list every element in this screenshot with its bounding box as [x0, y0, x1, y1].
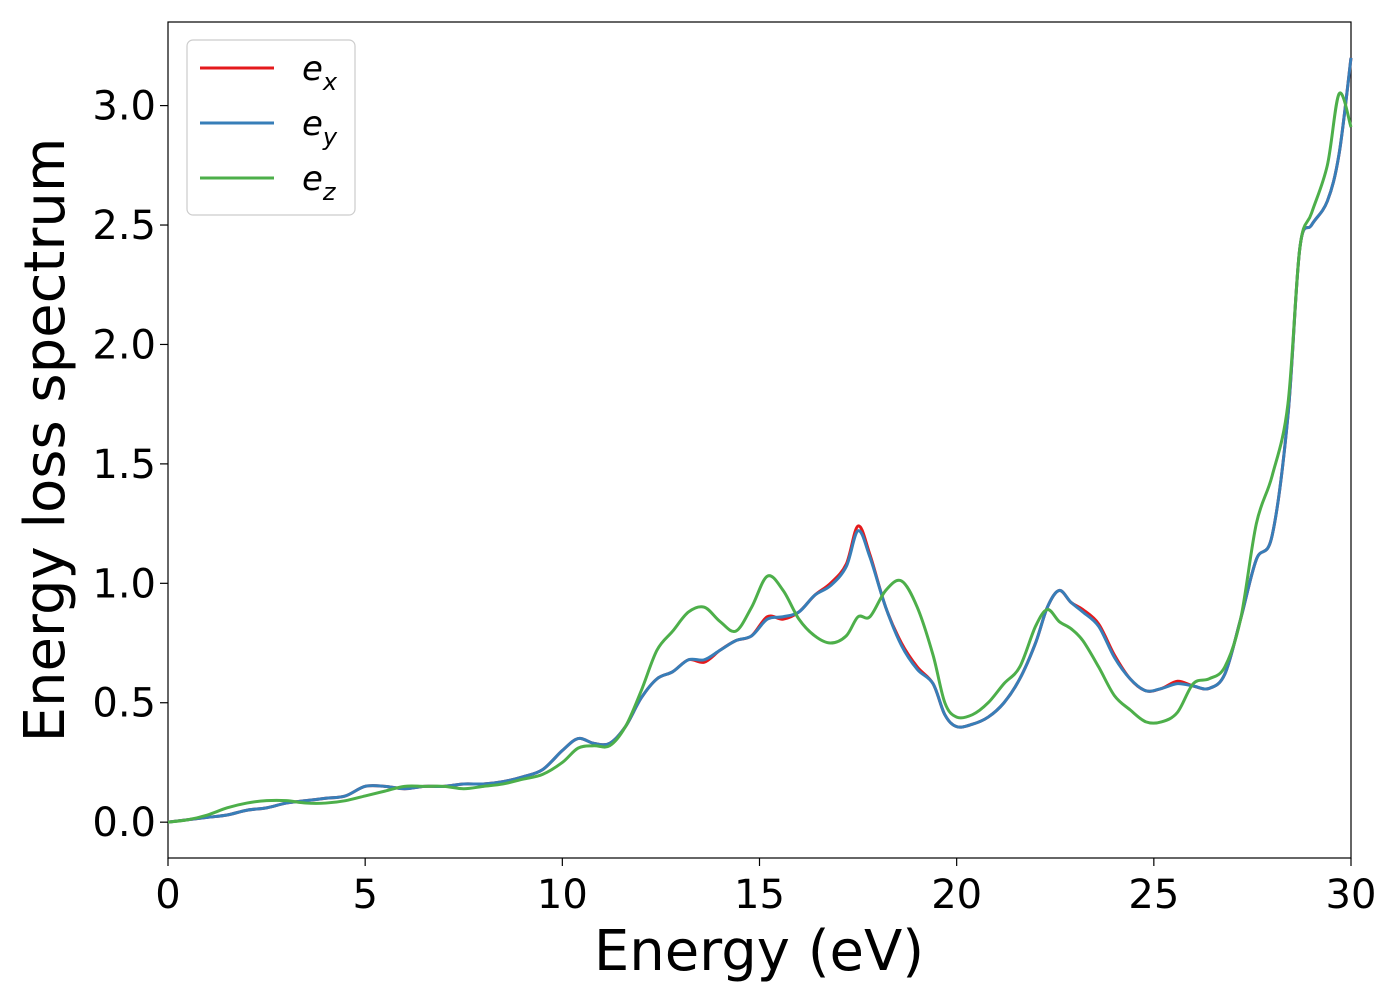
- legend-label-ez: ez: [302, 159, 337, 206]
- y-tick-label: 0.0: [92, 800, 156, 846]
- x-tick-label: 10: [537, 872, 588, 918]
- y-tick-label: 2.0: [92, 322, 156, 368]
- x-tick-label: 30: [1326, 872, 1377, 918]
- x-tick-label: 25: [1128, 872, 1179, 918]
- legend-box: [186, 39, 356, 216]
- x-tick-label: 5: [352, 872, 377, 918]
- series-layer: [167, 57, 1353, 824]
- series-line-ey: [167, 57, 1353, 824]
- y-tick-label: 1.5: [92, 442, 156, 488]
- y-tick-label: 2.5: [92, 203, 156, 249]
- y-tick-label: 3.0: [92, 84, 156, 130]
- y-axis-label: Energy loss spectrum: [13, 138, 78, 743]
- y-axis-ticks: 0.0 0.5 1.0 1.5 2.0 2.5 3.0: [92, 84, 168, 846]
- x-tick-label: 20: [931, 872, 982, 918]
- series-line-ez: [167, 91, 1353, 824]
- x-tick-label: 15: [734, 872, 785, 918]
- x-axis-label: Energy (eV): [594, 919, 924, 984]
- y-tick-label: 1.0: [92, 561, 156, 607]
- x-tick-label: 0: [155, 872, 180, 918]
- x-axis-ticks: 0 5 10 15 20 25 30: [155, 858, 1376, 918]
- y-tick-label: 0.5: [92, 681, 156, 727]
